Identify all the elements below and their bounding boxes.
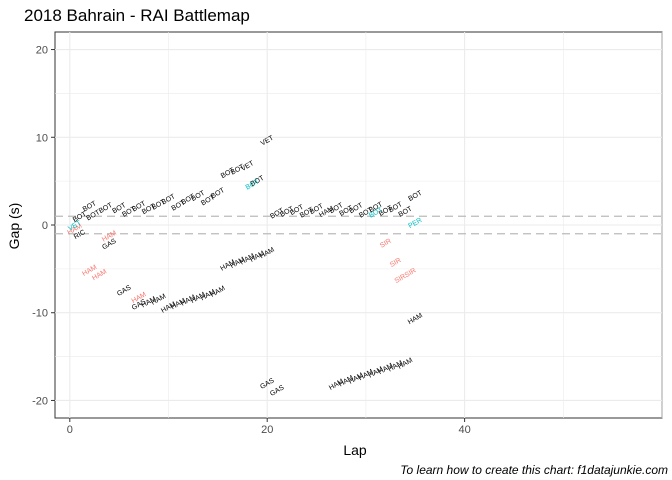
x-tick-label: 40 — [458, 424, 470, 436]
reference-lines — [55, 215, 662, 235]
y-tick-label: -20 — [32, 395, 48, 407]
chart-title: 2018 Bahrain - RAI Battlemap — [24, 6, 250, 25]
driver-label: SIR — [379, 238, 393, 250]
y-axis-ticks: -20 -10 0 10 20 — [32, 45, 55, 407]
driver-label: SIR — [389, 257, 403, 269]
x-axis-title: Lap — [343, 442, 367, 458]
y-tick-label: 10 — [36, 132, 48, 144]
y-axis-title: Gap (s) — [6, 203, 22, 250]
y-tick-label: 20 — [36, 45, 48, 57]
x-axis-ticks: 0 20 40 — [67, 418, 471, 436]
y-tick-label: 0 — [42, 220, 48, 232]
y-tick-label: -10 — [32, 308, 48, 320]
chart-caption: To learn how to create this chart: f1dat… — [400, 463, 668, 477]
x-tick-label: 0 — [67, 424, 73, 436]
x-tick-label: 20 — [261, 424, 273, 436]
grid-lines — [55, 32, 663, 418]
